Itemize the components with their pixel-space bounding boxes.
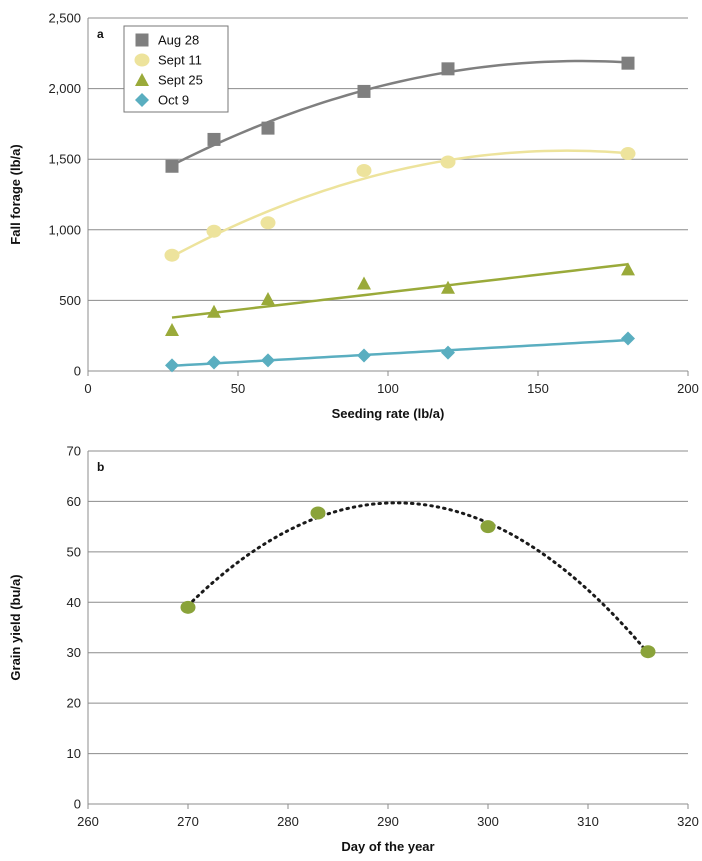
legend-label: Sept 11 [158, 53, 202, 68]
y-tick-label: 2,000 [48, 81, 81, 96]
x-tick-label: 290 [377, 814, 399, 829]
x-tick-label: 300 [477, 814, 499, 829]
legend-marker [134, 53, 150, 67]
panel-label: a [97, 27, 104, 41]
data-point [621, 331, 635, 346]
y-tick-label: 70 [67, 444, 81, 459]
legend-marker [135, 93, 149, 107]
data-point [261, 121, 275, 135]
y-tick-label: 2,500 [48, 11, 81, 26]
data-point [621, 262, 635, 276]
panel-label: b [97, 460, 104, 474]
y-tick-label: 1,500 [48, 152, 81, 167]
y-tick-label: 1,000 [48, 222, 81, 237]
x-tick-label: 100 [377, 381, 399, 396]
data-point [621, 56, 635, 70]
legend-label: Oct 9 [158, 93, 189, 108]
data-point [261, 353, 275, 368]
data-point [357, 276, 371, 290]
data-point [357, 84, 371, 98]
y-tick-label: 500 [59, 293, 81, 308]
trendline-sept-25 [171, 262, 629, 319]
x-axis-title: Day of the year [341, 839, 434, 854]
data-point [357, 348, 371, 363]
data-point [310, 506, 326, 520]
chart-a-fall-forage: 0 500 1,000 1,500 2,000 2,500 0 50 100 150 200 Seed… [8, 11, 699, 422]
x-axis-title: Seeding rate (lb/a) [332, 406, 445, 421]
data-point [441, 62, 455, 76]
x-tick-label: 200 [677, 381, 699, 396]
y-tick-label: 30 [67, 645, 81, 660]
legend-marker [135, 73, 149, 86]
data-point [620, 147, 636, 161]
y-tick-label: 0 [74, 797, 81, 812]
y-tick-label: 0 [74, 364, 81, 379]
data-point [260, 216, 276, 230]
trendline-aug-28 [171, 59, 629, 167]
legend-label: Sept 25 [158, 73, 203, 88]
x-tick-label: 280 [277, 814, 299, 829]
y-tick-label: 40 [67, 595, 81, 610]
chart-b-grain-yield: 0 10 20 30 40 50 60 70 260 270 280 290 300 310 320 Day … [8, 444, 699, 855]
data-point [164, 248, 180, 262]
y-tick-label: 10 [67, 746, 81, 761]
data-point [441, 280, 455, 294]
data-point [206, 224, 222, 238]
x-tick-label: 310 [577, 814, 599, 829]
trendline-sept-11 [171, 149, 629, 258]
data-point [165, 323, 179, 337]
data-point [440, 155, 456, 169]
data-point [356, 163, 372, 177]
x-tick-label: 270 [177, 814, 199, 829]
y-tick-label: 20 [67, 696, 81, 711]
data-point [261, 291, 275, 305]
data-point [207, 304, 221, 318]
x-tick-label: 150 [527, 381, 549, 396]
x-tick-label: 320 [677, 814, 699, 829]
legend-marker [135, 33, 149, 47]
data-point [441, 345, 455, 360]
data-point [207, 355, 221, 370]
y-tick-label: 50 [67, 544, 81, 559]
data-point [180, 600, 196, 614]
x-tick-label: 0 [84, 381, 91, 396]
data-point [207, 132, 221, 146]
trendline-oct-9 [171, 338, 629, 368]
data-point [640, 645, 656, 659]
data-point [165, 358, 179, 373]
x-tick-label: 50 [231, 381, 245, 396]
data-point [165, 159, 179, 173]
x-tick-label: 260 [77, 814, 99, 829]
y-tick-label: 60 [67, 494, 81, 509]
y-axis-title: Fall forage (lb/a) [8, 144, 23, 244]
legend-label: Aug 28 [158, 33, 199, 48]
trendline-series [186, 501, 650, 655]
data-point [480, 520, 496, 534]
y-axis-title: Grain yield (bu/a) [8, 574, 23, 680]
